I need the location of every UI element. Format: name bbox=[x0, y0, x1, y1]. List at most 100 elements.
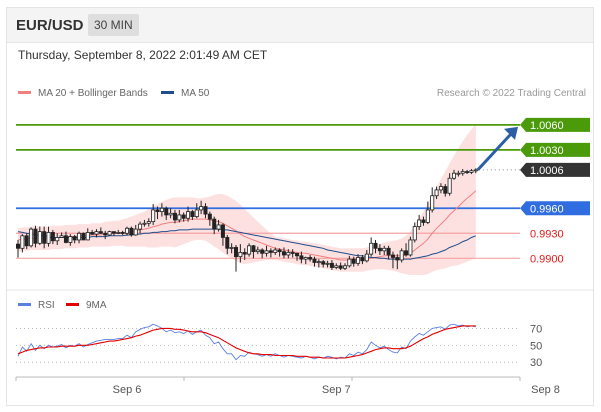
candle-body bbox=[15, 243, 20, 249]
candle-body bbox=[220, 224, 225, 238]
timeframe-badge[interactable]: 30 MIN bbox=[88, 14, 139, 36]
candle-body bbox=[395, 257, 400, 261]
candle bbox=[260, 248, 265, 259]
candle-body bbox=[225, 237, 230, 249]
candle bbox=[81, 232, 86, 241]
legend-swatch bbox=[18, 91, 31, 94]
candle bbox=[220, 223, 225, 246]
candle bbox=[273, 247, 278, 255]
candle bbox=[290, 249, 295, 258]
candle bbox=[364, 249, 369, 263]
candle-body bbox=[159, 207, 164, 212]
candle bbox=[321, 259, 326, 268]
candle-body bbox=[251, 245, 256, 253]
candle bbox=[15, 239, 20, 258]
candle bbox=[199, 200, 204, 215]
candle bbox=[447, 173, 452, 196]
candle-body bbox=[186, 211, 191, 219]
candle bbox=[194, 203, 199, 219]
bollinger-band bbox=[18, 124, 476, 275]
candle bbox=[142, 219, 147, 227]
candle-body bbox=[116, 232, 121, 234]
candle-body bbox=[264, 250, 269, 254]
candle bbox=[77, 231, 82, 244]
candle-body bbox=[342, 265, 347, 269]
candle-body bbox=[281, 251, 286, 256]
candle-body bbox=[68, 236, 73, 243]
candle bbox=[138, 221, 143, 234]
candle-body bbox=[190, 211, 195, 218]
candle bbox=[360, 254, 365, 265]
candle-body bbox=[308, 257, 313, 260]
candle-body bbox=[247, 245, 252, 255]
candle-body bbox=[473, 169, 478, 172]
projection-arrow-shaft bbox=[476, 131, 514, 171]
level-label: 0.9900 bbox=[530, 253, 564, 265]
projection-arrow-head bbox=[504, 126, 518, 140]
candle-body bbox=[364, 253, 369, 262]
candle bbox=[68, 234, 73, 246]
candle-body bbox=[55, 237, 60, 242]
candle bbox=[425, 201, 430, 225]
candle-body bbox=[233, 247, 238, 258]
candle bbox=[334, 263, 339, 270]
candle-body bbox=[29, 228, 34, 247]
candle-body bbox=[290, 252, 295, 254]
candle-body bbox=[273, 249, 278, 253]
candle-body bbox=[146, 221, 151, 224]
candle-body bbox=[172, 212, 177, 221]
candle-body bbox=[177, 214, 182, 221]
candle-body bbox=[151, 209, 156, 223]
candle bbox=[94, 229, 99, 238]
candle-body bbox=[321, 261, 326, 265]
rsi-legend-swatch bbox=[18, 303, 31, 306]
candle bbox=[460, 169, 465, 176]
candle-body bbox=[85, 232, 90, 241]
candle-body bbox=[242, 252, 247, 255]
candle bbox=[369, 237, 374, 257]
candle bbox=[125, 226, 130, 236]
candle-body bbox=[111, 231, 116, 234]
candle bbox=[356, 254, 361, 266]
candle bbox=[342, 263, 347, 270]
rsi-tick-label: 70 bbox=[530, 323, 542, 335]
candle-body bbox=[443, 186, 448, 194]
candle-body bbox=[155, 209, 160, 212]
candle-body bbox=[417, 219, 422, 228]
level-label: 0.9930 bbox=[530, 228, 564, 240]
level-label: 1.0060 bbox=[530, 120, 564, 132]
candle-body bbox=[390, 254, 395, 258]
candle bbox=[412, 222, 417, 243]
candle bbox=[90, 229, 95, 235]
candle-body bbox=[103, 232, 108, 236]
candle-body bbox=[399, 250, 404, 261]
candle bbox=[286, 249, 291, 259]
candle bbox=[438, 183, 443, 194]
candle bbox=[63, 231, 68, 244]
ma50-line bbox=[17, 228, 476, 260]
candles bbox=[15, 168, 478, 272]
x-tick-label: Sep 8 bbox=[531, 384, 560, 396]
candle bbox=[277, 248, 282, 257]
candle-body bbox=[120, 232, 125, 234]
rsi-tick-label: 50 bbox=[530, 340, 542, 352]
candle bbox=[42, 226, 47, 249]
candle bbox=[316, 259, 321, 268]
candle-body bbox=[412, 226, 417, 241]
candle-body bbox=[216, 224, 221, 230]
candle bbox=[186, 206, 191, 222]
rsi-legend-label: 9MA bbox=[86, 300, 107, 311]
candle bbox=[190, 209, 195, 220]
candle bbox=[312, 256, 317, 267]
candle bbox=[408, 236, 413, 257]
candle-body bbox=[260, 249, 265, 254]
legend-label: MA 50 bbox=[181, 88, 210, 99]
candle-body bbox=[46, 232, 51, 244]
candle-body bbox=[386, 247, 391, 256]
candle bbox=[129, 226, 134, 237]
candle-body bbox=[125, 227, 130, 234]
candle-body bbox=[81, 232, 86, 241]
candle bbox=[268, 248, 273, 258]
candle bbox=[155, 206, 160, 220]
candle bbox=[308, 254, 313, 262]
